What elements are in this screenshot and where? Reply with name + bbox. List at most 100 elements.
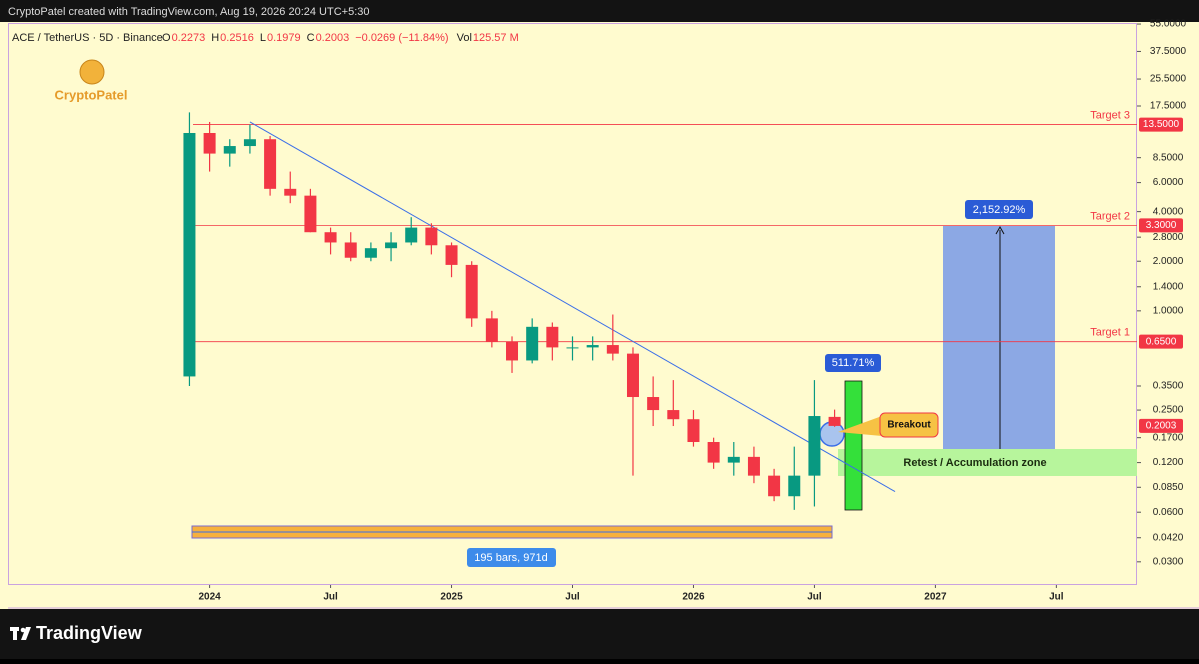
ohlc-value: 0.2516	[220, 32, 254, 44]
candle-body	[324, 232, 337, 243]
candle-body	[385, 242, 398, 249]
target-price-box	[1139, 334, 1183, 349]
breakout-pointer	[838, 416, 882, 436]
breakout-box	[879, 412, 939, 438]
footer-logo	[10, 627, 31, 640]
breakout-label: Breakout	[887, 420, 931, 431]
x-tick-label: Jul	[565, 592, 580, 603]
y-tick-label: 25.5000	[1150, 74, 1187, 85]
target-price-box	[1139, 117, 1183, 132]
ohlc-value: 0.2003	[316, 32, 350, 44]
measure-box	[943, 226, 1055, 449]
zone	[838, 449, 1137, 476]
range-label-box	[467, 548, 556, 567]
candle-body	[647, 397, 660, 411]
ohlc-key: O	[162, 32, 171, 44]
candle-body	[465, 264, 478, 319]
x-tick-label: Jul	[323, 592, 338, 603]
breakout-move-box	[825, 354, 881, 372]
y-tick-label: 0.0600	[1153, 507, 1184, 518]
ohlc-key: L	[260, 32, 266, 44]
candle-body	[667, 410, 680, 420]
candle-body	[546, 326, 559, 348]
y-tick-label: 1.0000	[1153, 305, 1184, 316]
y-tick-label: 2.8000	[1153, 232, 1184, 243]
zone-label: Retest / Accumulation zone	[903, 457, 1046, 469]
candle-body	[768, 475, 781, 497]
trendline	[249, 121, 896, 493]
y-tick-label: 8.5000	[1153, 152, 1184, 163]
candle-body	[485, 318, 498, 342]
candle-body	[425, 227, 438, 246]
candle-body	[586, 345, 599, 348]
y-tick-label: 55.0000	[1150, 19, 1187, 30]
y-tick-label: 2.0000	[1153, 256, 1184, 267]
candle-body	[344, 242, 357, 258]
plot-border	[8, 23, 1137, 585]
candle-body	[606, 345, 619, 354]
target-name: Target 2	[1090, 210, 1130, 222]
volume-key: Vol	[457, 32, 472, 44]
y-tick-label: 4.0000	[1153, 206, 1184, 217]
x-tick-label: Jul	[807, 592, 822, 603]
candle-body	[506, 341, 519, 361]
y-tick-label: 0.0850	[1153, 482, 1184, 493]
y-tick-label: 6.0000	[1153, 177, 1184, 188]
logo-text: CryptoPatel	[55, 87, 128, 102]
y-tick-label: 0.0420	[1153, 532, 1184, 543]
y-tick-label: 0.2500	[1153, 405, 1184, 416]
footer-brand: TradingView	[36, 623, 143, 643]
candle-body	[405, 227, 418, 243]
candle-body	[183, 132, 196, 377]
ohlc-value: 0.1979	[267, 32, 301, 44]
candle-body	[566, 347, 579, 349]
ohlc-change: −0.0269 (−11.84%)	[355, 32, 448, 44]
candle-body	[264, 139, 277, 189]
target-price-box	[1139, 218, 1183, 233]
y-tick-label: 37.5000	[1150, 46, 1187, 57]
y-tick-label: 0.1200	[1153, 457, 1184, 468]
measure-arrowhead	[995, 225, 1005, 235]
measure-label-box	[965, 200, 1033, 219]
x-tick-label: 2027	[924, 592, 947, 603]
x-tick-label: Jul	[1049, 592, 1064, 603]
watermark: CryptoPatel created with TradingView.com…	[8, 6, 370, 18]
candle-body	[304, 195, 317, 233]
last-price-box	[1139, 418, 1183, 433]
y-tick-label: 1.4000	[1153, 281, 1184, 292]
last-price: 0.2003	[1146, 421, 1177, 432]
logo-icon	[79, 59, 105, 85]
target-price: 0.6500	[1146, 336, 1177, 347]
measure-label: 2,152.92%	[973, 204, 1026, 216]
x-tick-label: 2024	[198, 592, 221, 603]
ohlc-key: H	[211, 32, 219, 44]
y-tick-label: 0.0300	[1153, 556, 1184, 567]
candle-body	[828, 416, 841, 426]
candle-body	[687, 419, 700, 443]
candle-body	[626, 353, 639, 398]
target-name: Target 1	[1090, 327, 1130, 339]
candle-body	[788, 475, 801, 497]
ohlc-key: C	[307, 32, 315, 44]
symbol: ACE / TetherUS · 5D · Binance	[12, 32, 163, 44]
candle-body	[526, 326, 539, 361]
target-price: 13.5000	[1143, 119, 1180, 130]
candle-body	[243, 139, 256, 147]
candle-body	[707, 442, 720, 463]
candle-body	[284, 188, 297, 196]
target-name: Target 3	[1090, 109, 1130, 121]
x-tick-label: 2026	[682, 592, 705, 603]
candle-body	[808, 416, 821, 476]
candle-body	[445, 245, 458, 265]
y-tick-label: 0.3500	[1153, 381, 1184, 392]
ohlc-header: O 0.2273 H 0.2516 L 0.1979 C 0.2003 −0.0269 (−11…	[162, 32, 519, 44]
candle-body	[747, 456, 760, 476]
x-tick-label: 2025	[440, 592, 463, 603]
candle-body	[203, 132, 216, 154]
range-label: 195 bars, 971d	[474, 552, 547, 564]
candle-body	[223, 146, 236, 154]
candle-body	[364, 248, 377, 258]
breakout-move-bar	[844, 380, 863, 511]
